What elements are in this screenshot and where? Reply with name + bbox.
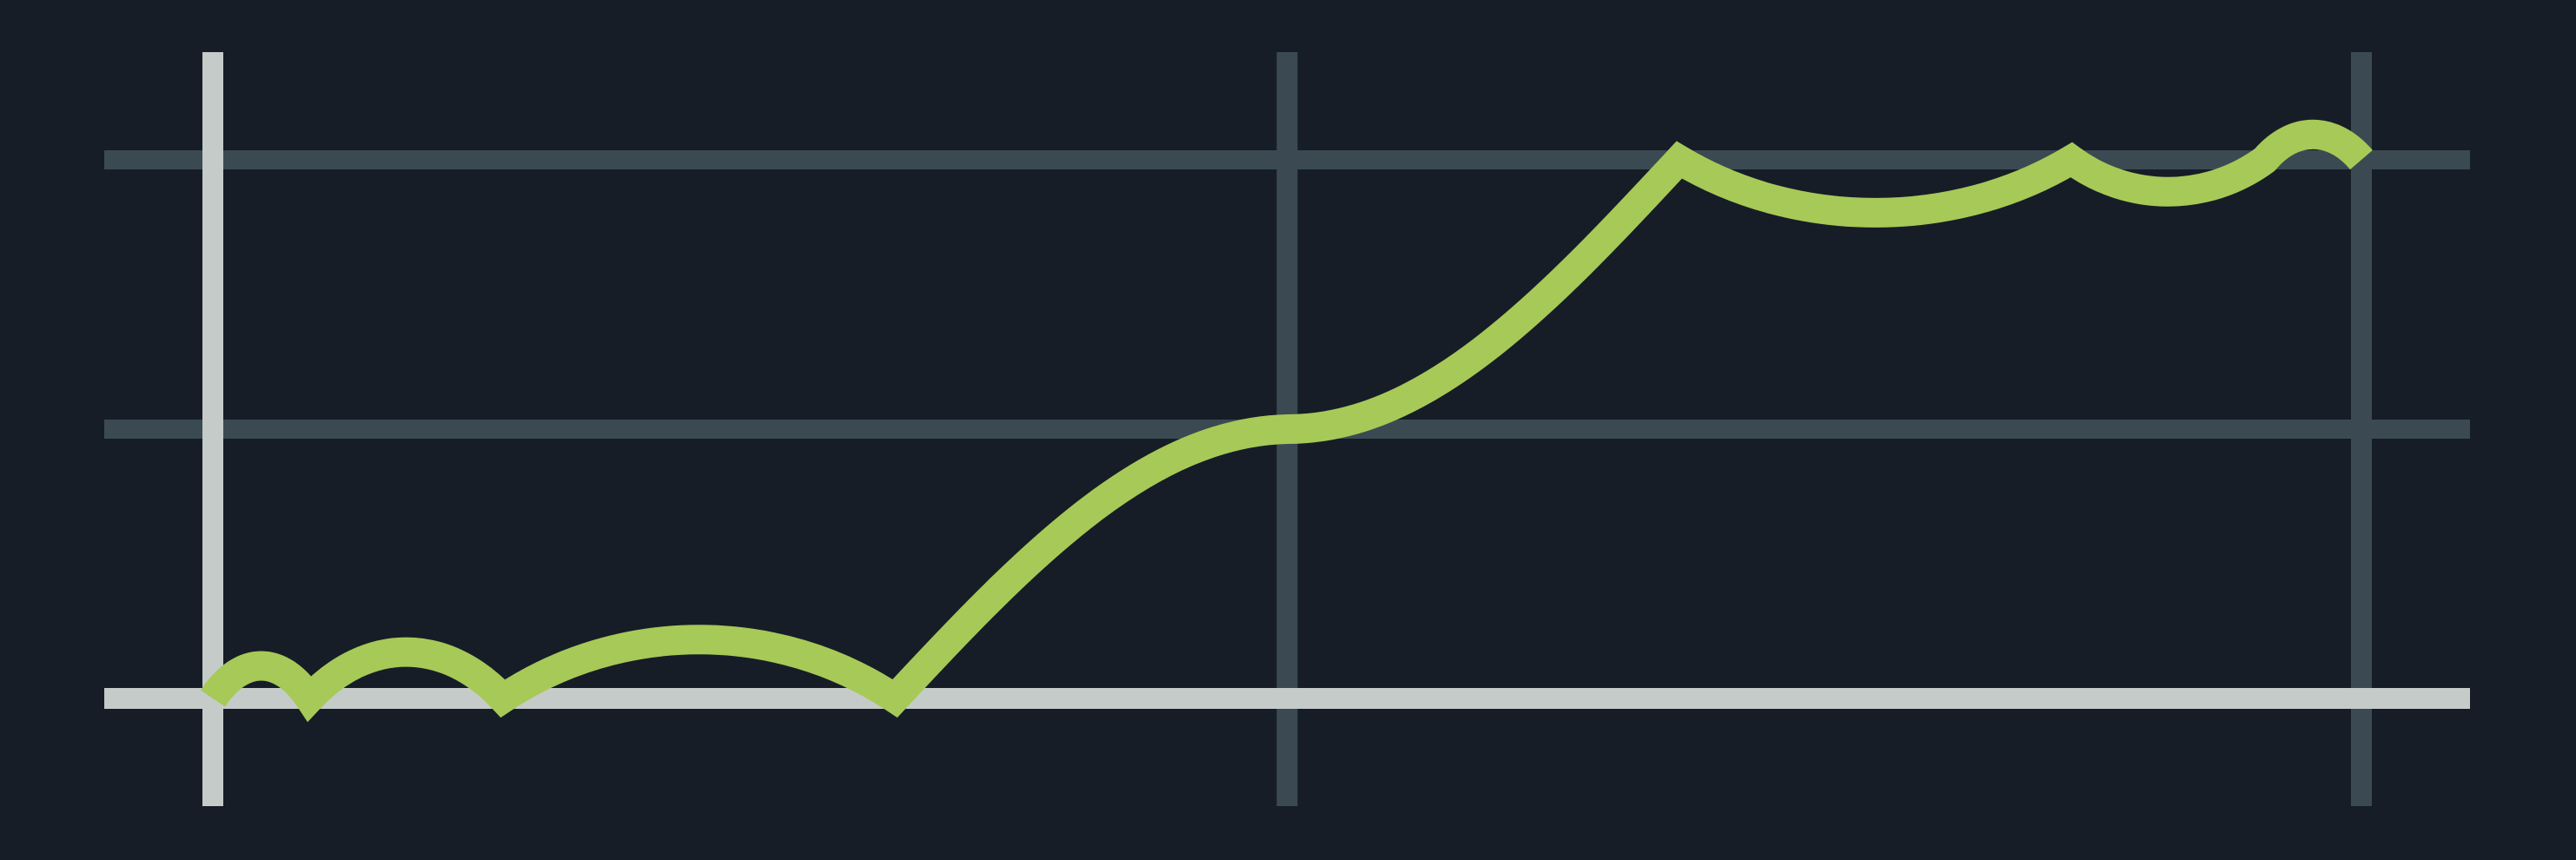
series-layer (200, 119, 2373, 723)
series-line-0 (200, 119, 2373, 723)
